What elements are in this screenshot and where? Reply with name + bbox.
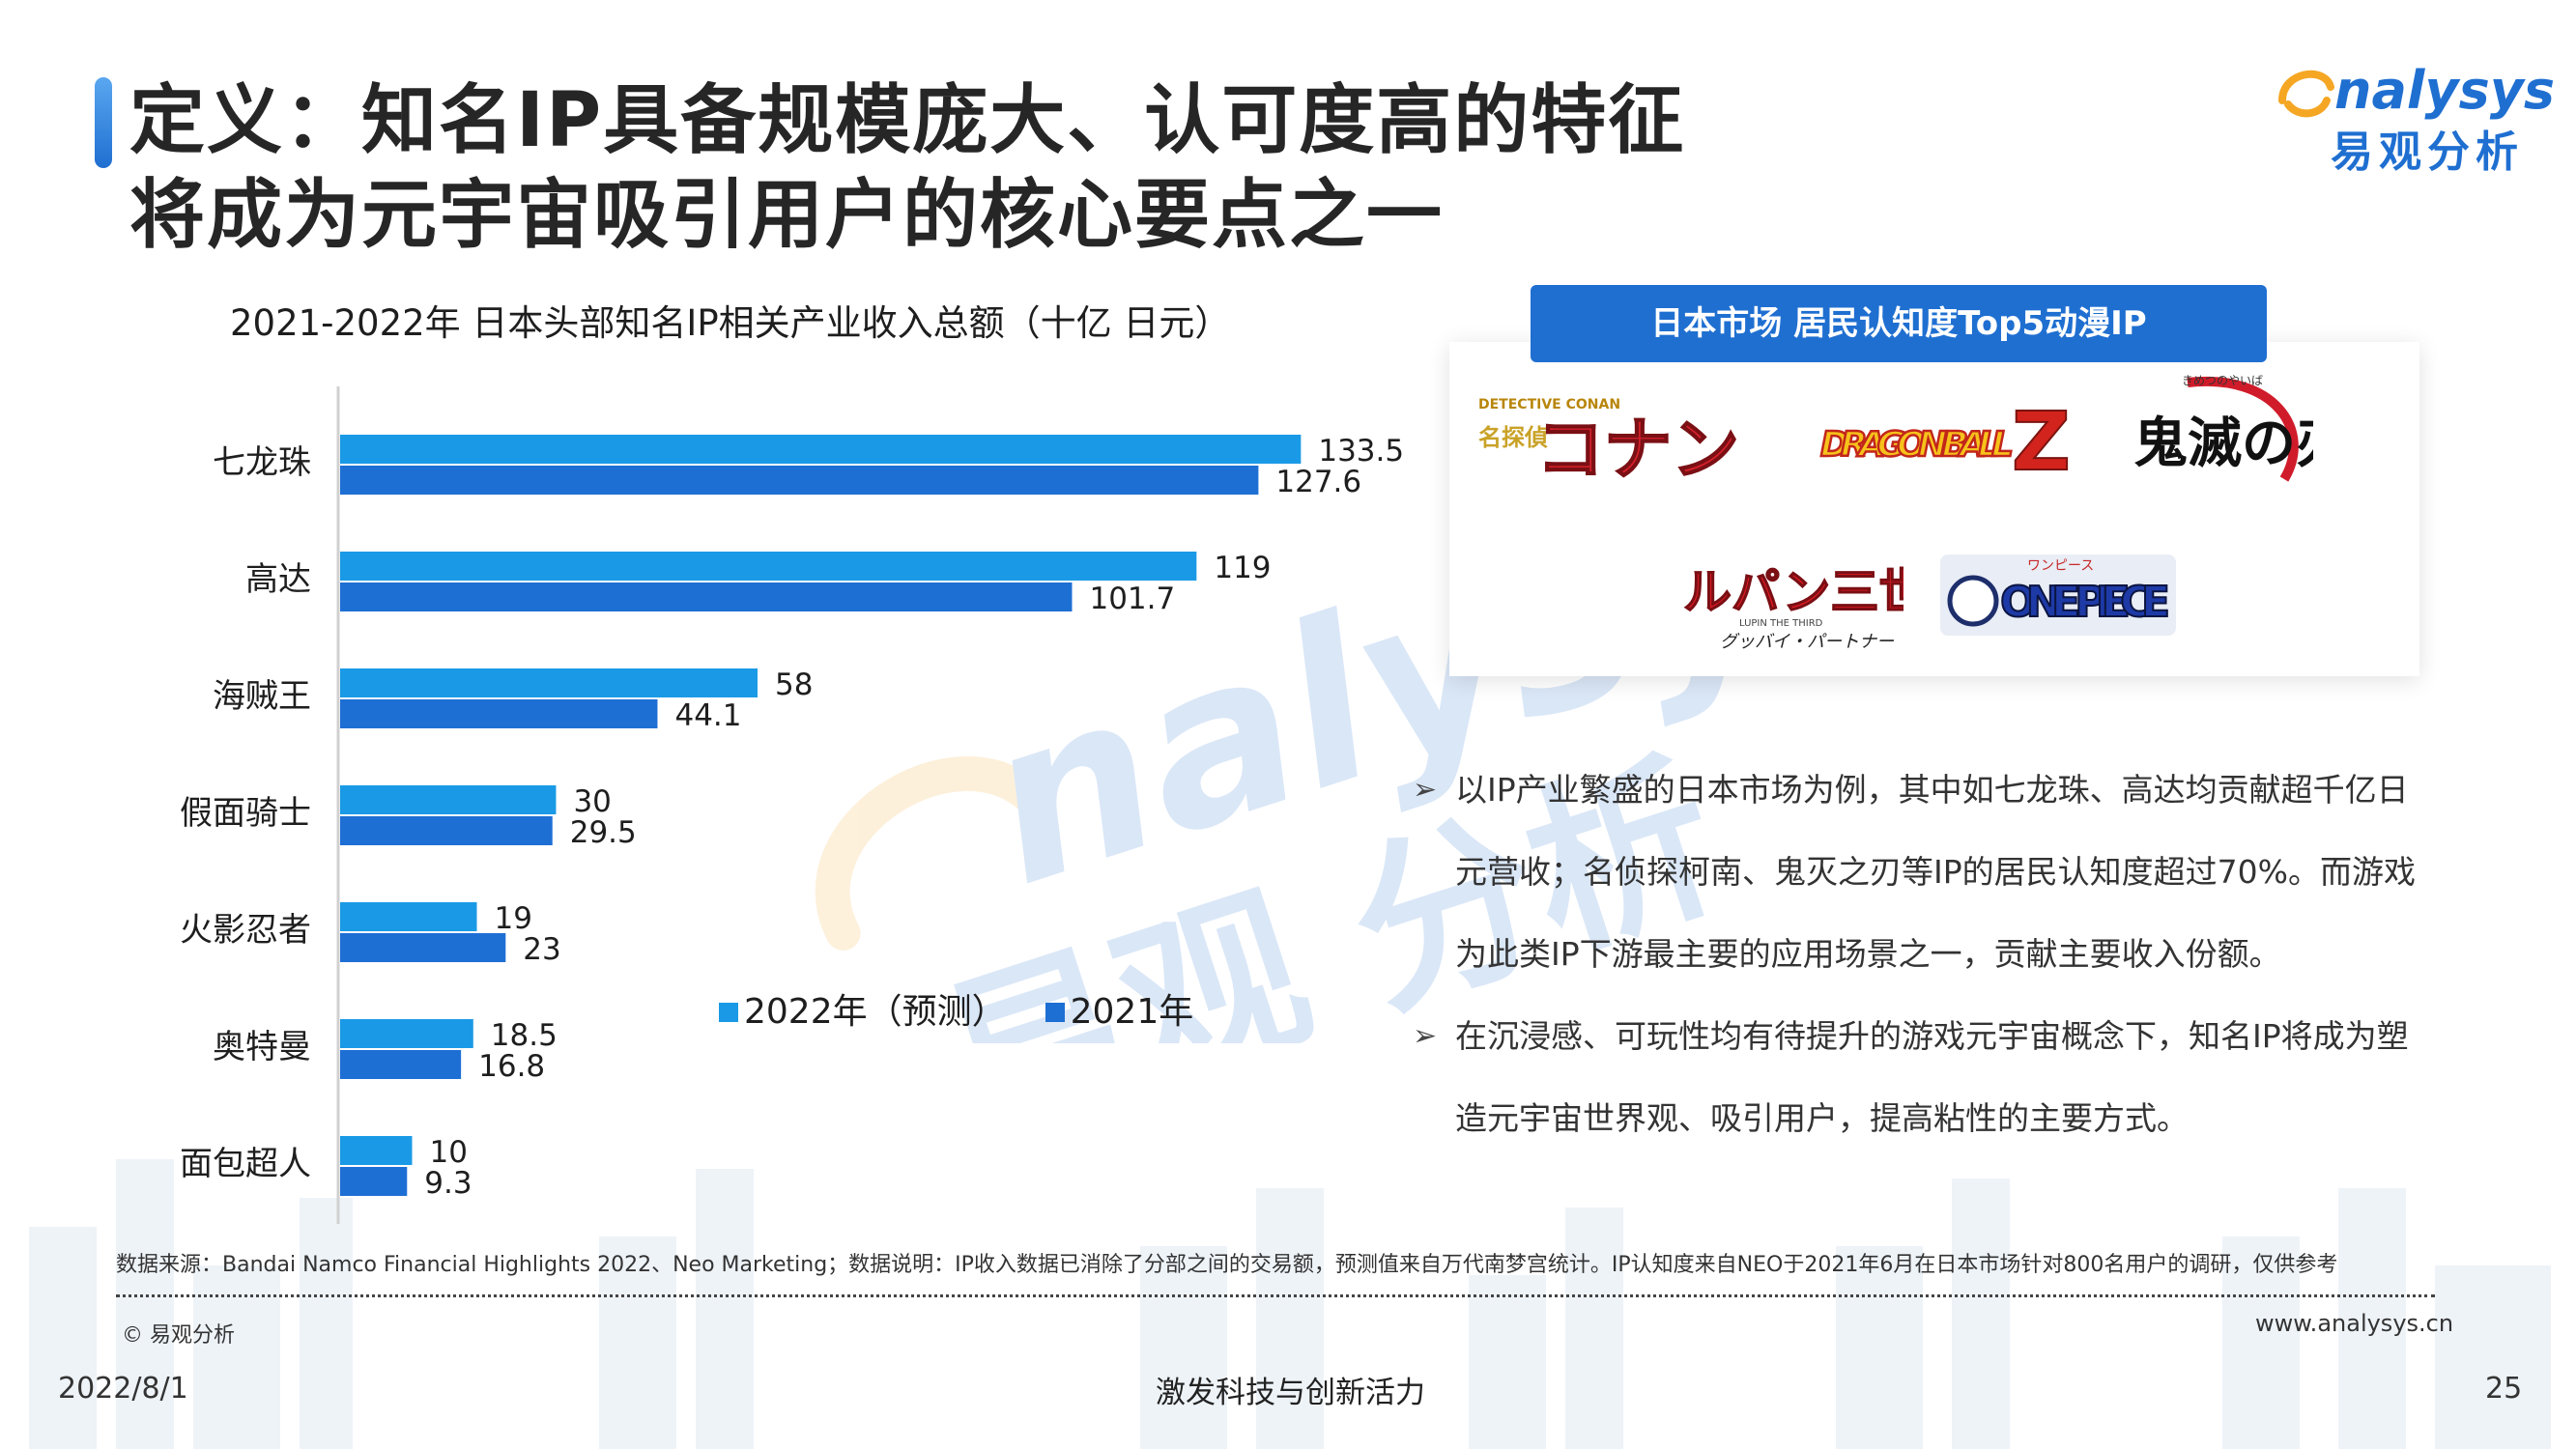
page-title-line-1: 定义：知名IP具备规模庞大、认可度高的特征 — [129, 77, 1686, 164]
value-label-2022: 19 — [495, 901, 532, 936]
logo-chinese: 易观分析 — [2331, 128, 2524, 177]
svg-text:ONE PIECE: ONE PIECE — [2000, 578, 2170, 627]
analysys-logo: nalysys 易观分析 — [2278, 56, 2555, 191]
bar-2022 — [340, 552, 1197, 581]
footer-divider — [116, 1294, 2435, 1297]
svg-text:鬼滅の刃: 鬼滅の刃 — [2133, 412, 2313, 475]
bullet-text: 以IP产业繁盛的日本市场为例，其中如七龙珠、高达均贡献超千亿日元营收；名侦探柯南… — [1455, 771, 2416, 973]
bar-2021 — [340, 933, 506, 962]
logo-swirl-icon — [2278, 70, 2334, 118]
category-label: 火影忍者 — [180, 911, 311, 950]
category-label: 高达 — [245, 560, 311, 599]
legend-label-2022: 2022年（预测） — [744, 992, 1007, 1032]
legend-item-2022: 2022年（预测） — [719, 989, 1007, 1036]
footer-date: 2022/8/1 — [58, 1372, 188, 1406]
bullet-item: ➢ 以IP产业繁盛的日本市场为例，其中如七龙珠、高达均贡献超千亿日元营收；名侦探… — [1413, 749, 2437, 995]
svg-text:コナン: コナン — [1536, 410, 1739, 488]
bar-2022 — [340, 1136, 413, 1165]
svg-text:Z: Z — [2012, 396, 2070, 483]
value-label-2021: 16.8 — [478, 1049, 545, 1084]
bar-2022 — [340, 435, 1302, 464]
svg-text:名探偵: 名探偵 — [1478, 424, 1548, 451]
bar-2021 — [340, 1050, 462, 1079]
data-source-note: 数据来源：Bandai Namco Financial Highlights 2… — [116, 1253, 2338, 1277]
bullet-item: ➢ 在沉浸感、可玩性均有待提升的游戏元宇宙概念下，知名IP将成为塑造元宇宙世界观… — [1413, 995, 2437, 1159]
svg-text:DETECTIVE CONAN: DETECTIVE CONAN — [1478, 397, 1620, 412]
bullet-list: ➢ 以IP产业繁盛的日本市场为例，其中如七龙珠、高达均贡献超千亿日元营收；名侦探… — [1413, 749, 2437, 1159]
footer-slogan: 激发科技与创新活力 — [1156, 1376, 1425, 1410]
value-label-2021: 23 — [523, 932, 560, 967]
chart-title: 2021-2022年 日本头部知名IP相关产业收入总额（十亿 日元） — [230, 302, 1231, 344]
value-label-2022: 58 — [775, 668, 813, 702]
demon-slayer-logo: きめつのやいば 鬼滅の刃 — [2130, 363, 2313, 508]
svg-text:ワンピース: ワンピース — [2027, 558, 2094, 574]
svg-text:LUPIN THE THIRD: LUPIN THE THIRD — [1739, 618, 1823, 629]
value-label-2022: 133.5 — [1318, 434, 1404, 469]
category-label: 面包超人 — [180, 1145, 311, 1183]
conan-logo: DETECTIVE CONAN 名探偵 コナン — [1476, 391, 1747, 488]
bar-2021 — [340, 1167, 408, 1196]
value-label-2021: 127.6 — [1275, 465, 1361, 499]
bar-2022 — [340, 902, 477, 931]
skyline-background — [29, 1159, 2551, 1449]
page-number: 25 — [2485, 1372, 2523, 1406]
page-title: 定义：知名IP具备规模庞大、认可度高的特征 将成为元宇宙吸引用户的核心要点之一 — [129, 73, 1685, 263]
category-label: 假面骑士 — [180, 794, 311, 833]
website-link[interactable]: www.analysys.cn — [2255, 1310, 2454, 1337]
category-label: 奥特曼 — [213, 1028, 311, 1066]
bar-2022 — [340, 668, 758, 697]
svg-text:DRAGON BALL: DRAGON BALL — [1820, 425, 2014, 465]
legend-swatch-2022 — [719, 1003, 738, 1022]
category-label: 七龙珠 — [213, 443, 311, 482]
copyright-text: © 易观分析 — [122, 1323, 235, 1348]
legend-item-2021: 2021年 — [1045, 989, 1194, 1036]
bar-2022 — [340, 1019, 473, 1048]
dragonball-logo: DRAGON BALL Z — [1818, 396, 2070, 483]
title-accent-bar — [95, 77, 112, 168]
value-label-2021: 44.1 — [674, 698, 741, 733]
svg-text:ルパン三世: ルパン三世 — [1683, 564, 1903, 620]
page-title-line-2: 将成为元宇宙吸引用户的核心要点之一 — [129, 172, 1445, 259]
svg-text:グッバイ・パートナー: グッバイ・パートナー — [1720, 632, 1895, 652]
value-label-2022: 119 — [1214, 551, 1271, 585]
legend-swatch-2021 — [1045, 1003, 1065, 1022]
lupin-logo: ルパン三世 LUPIN THE THIRD グッバイ・パートナー — [1681, 551, 1903, 657]
category-label: 海贼王 — [213, 677, 311, 716]
bar-2021 — [340, 466, 1259, 495]
value-label-2022: 10 — [429, 1135, 467, 1170]
legend-label-2021: 2021年 — [1070, 992, 1194, 1032]
logo-wordmark: nalysys — [2278, 56, 2555, 124]
svg-text:きめつのやいば: きめつのやいば — [2182, 374, 2263, 387]
arrow-bullet-icon: ➢ — [1413, 773, 1438, 807]
bar-2021 — [340, 816, 553, 845]
value-label-2022: 18.5 — [491, 1018, 558, 1053]
value-label-2021: 9.3 — [424, 1166, 472, 1201]
value-label-2021: 101.7 — [1089, 582, 1175, 616]
bar-2021 — [340, 699, 658, 728]
chart-legend: 2022年（预测） 2021年 — [719, 989, 1193, 1036]
bar-2022 — [340, 785, 557, 814]
ip-panel-header: 日本市场 居民认知度Top5动漫IP — [1531, 285, 2267, 362]
one-piece-logo: ワンピース ONE PIECE — [1938, 547, 2180, 643]
value-label-2022: 30 — [573, 784, 611, 819]
bar-2021 — [340, 582, 1073, 611]
bullet-text: 在沉浸感、可玩性均有待提升的游戏元宇宙概念下，知名IP将成为塑造元宇宙世界观、吸… — [1455, 1017, 2409, 1137]
value-label-2021: 29.5 — [570, 815, 637, 850]
arrow-bullet-icon: ➢ — [1413, 1019, 1438, 1053]
